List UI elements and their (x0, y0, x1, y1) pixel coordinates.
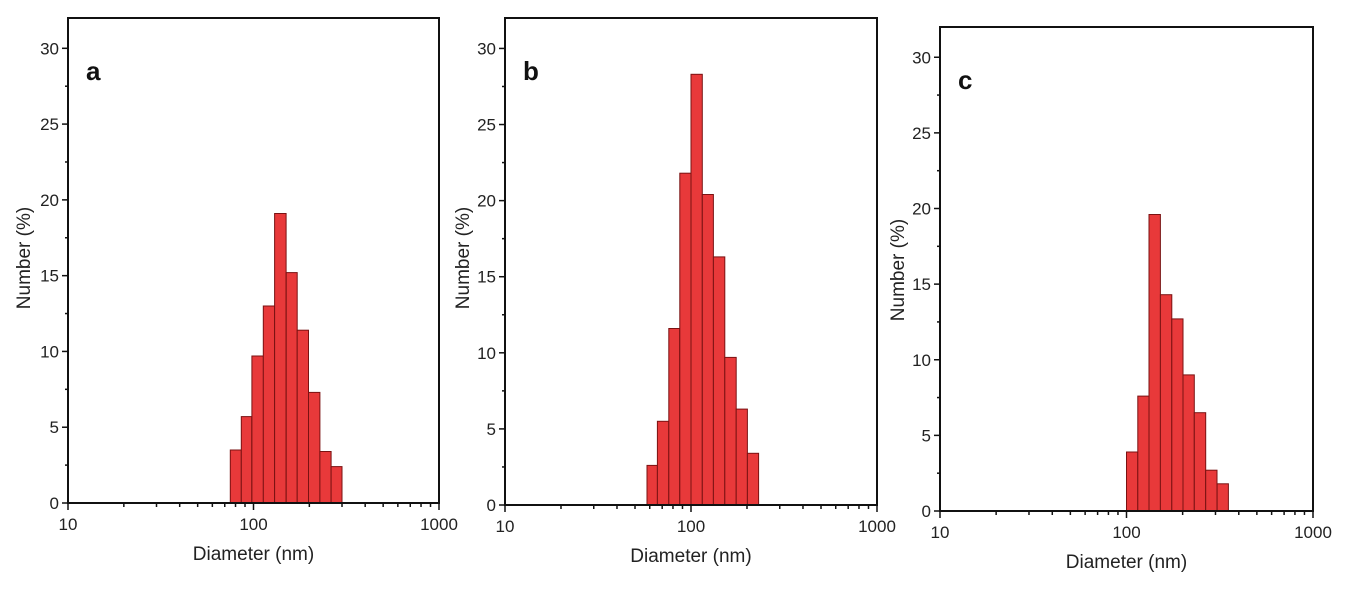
histogram-bar (1137, 395, 1150, 512)
y-axis-title: Number (%) (888, 219, 909, 321)
y-tick-label: 0 (487, 496, 496, 515)
histogram-bar (262, 305, 276, 504)
y-tick-label: 10 (477, 344, 496, 363)
y-tick-label: 15 (912, 275, 931, 294)
histogram-bar (679, 172, 692, 506)
histogram-bar (285, 272, 298, 504)
y-axis-title: Number (%) (453, 207, 474, 309)
histogram-bar (1126, 451, 1139, 512)
y-tick-label: 0 (50, 494, 59, 513)
histogram-bar (319, 451, 332, 504)
histogram-bar (1216, 483, 1229, 512)
x-tick-label: 100 (1112, 523, 1140, 542)
y-tick-label: 30 (912, 48, 931, 67)
x-axis-title: Diameter (nm) (630, 546, 751, 567)
y-tick-label: 10 (912, 351, 931, 370)
x-tick-label: 10 (59, 515, 78, 534)
x-tick-label: 1000 (420, 515, 458, 534)
y-tick-label: 15 (40, 267, 59, 286)
y-tick-label: 20 (40, 191, 59, 210)
x-tick-label: 10 (931, 523, 950, 542)
x-tick-label: 1000 (1294, 523, 1332, 542)
x-tick-label: 1000 (858, 517, 896, 536)
y-tick-label: 5 (922, 426, 931, 445)
y-tick-label: 30 (40, 39, 59, 58)
histogram-bar (646, 464, 658, 506)
histogram-bar (251, 355, 264, 504)
x-tick-label: 100 (677, 517, 705, 536)
histogram-bar (1159, 294, 1173, 512)
histogram-bar (724, 356, 737, 506)
panel-label: c (958, 65, 972, 95)
panel-label: b (523, 56, 539, 86)
histogram-bar (1193, 412, 1207, 512)
histogram-bar (746, 452, 760, 506)
y-tick-label: 5 (487, 420, 496, 439)
panel-label: a (86, 56, 101, 86)
y-tick-label: 5 (50, 418, 59, 437)
histogram-bar (690, 73, 703, 506)
y-tick-label: 20 (912, 200, 931, 219)
histogram-bar (240, 416, 253, 504)
histogram-bar (229, 449, 242, 504)
histogram-bar (1205, 469, 1218, 512)
histogram-bar (274, 213, 287, 504)
y-tick-label: 25 (477, 116, 496, 135)
panel-a: 0 5 10 15 20 25 30 10 100 1000 Diameter (nm) Number… (14, 17, 458, 565)
histogram-bar (668, 328, 681, 506)
y-tick-label: 25 (40, 115, 59, 134)
histogram-bar (701, 194, 714, 506)
y-tick-label: 30 (477, 39, 496, 58)
histogram-bar (296, 329, 310, 504)
x-axis-title: Diameter (nm) (1066, 552, 1187, 573)
y-tick-label: 25 (912, 124, 931, 143)
y-tick-label: 15 (477, 268, 496, 287)
histogram-bar (735, 408, 748, 506)
x-tick-label: 100 (239, 515, 267, 534)
y-tick-label: 10 (40, 342, 59, 361)
histogram-bar (656, 420, 670, 506)
histogram-bar (712, 256, 726, 506)
histogram-bar (1148, 214, 1161, 512)
histogram-bar (1171, 318, 1184, 512)
histogram-bar (308, 391, 321, 504)
y-axis-title: Number (%) (14, 207, 35, 309)
histogram-bar (330, 466, 343, 504)
histogram-bar (1182, 374, 1195, 512)
y-tick-label: 20 (477, 192, 496, 211)
x-tick-label: 10 (496, 517, 515, 536)
y-tick-label: 0 (922, 502, 931, 521)
plot-frame (939, 26, 1314, 512)
x-axis-title: Diameter (nm) (193, 544, 314, 565)
panel-c: 0 5 10 15 20 25 30 10 100 1000 Diameter (nm) Number… (888, 26, 1332, 573)
panel-b: 0 5 10 15 20 25 30 10 100 1000 Diameter (nm) Number… (453, 17, 896, 567)
